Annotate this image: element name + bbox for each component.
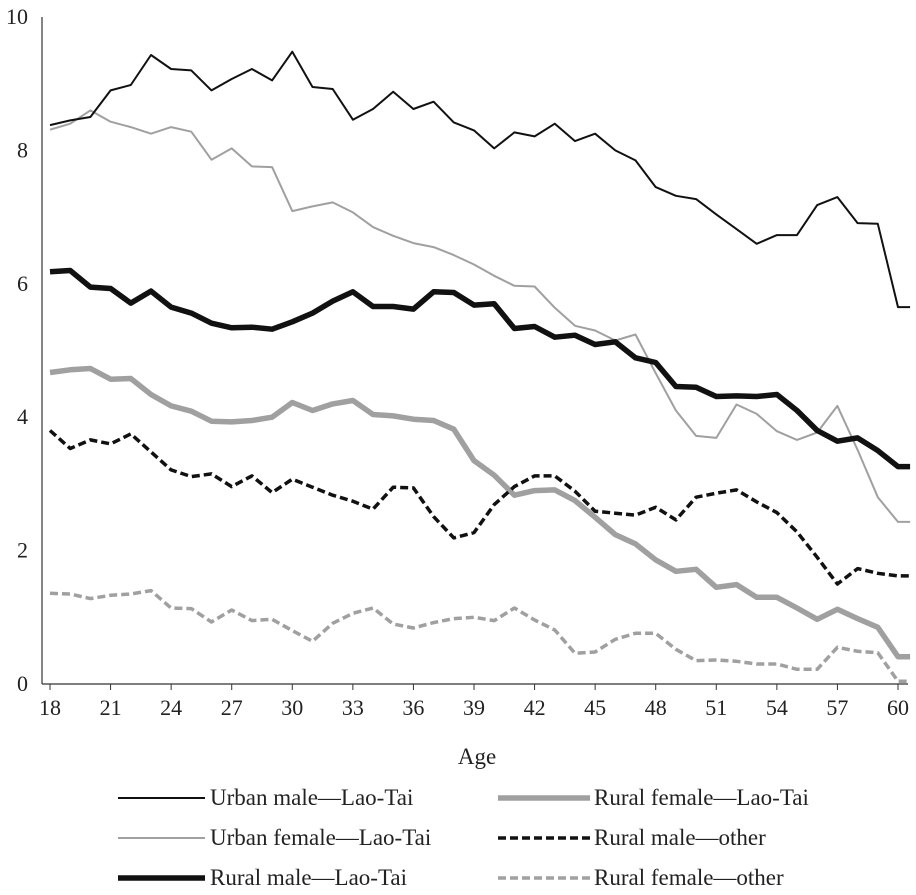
legend-label: Urban male—Lao-Tai: [210, 785, 413, 810]
x-tick-label: 45: [584, 695, 606, 720]
y-tick-label: 4: [17, 404, 28, 429]
x-tick-label: 18: [39, 695, 61, 720]
x-tick-label: 27: [221, 695, 243, 720]
series-line: [48, 429, 911, 586]
series-lines: [48, 50, 911, 684]
legend-label: Urban female—Lao-Tai: [210, 825, 431, 850]
series-line: [49, 588, 911, 684]
x-tick-label: 60: [887, 695, 909, 720]
y-axis-ticks: 0 2 4 6 8 10: [6, 4, 28, 696]
series-line: [49, 50, 911, 309]
x-tick-label: 51: [705, 695, 727, 720]
legend-label: Rural male—other: [594, 825, 766, 850]
y-tick-label: 10: [6, 4, 28, 29]
y-tick-label: 2: [17, 538, 28, 563]
legend-label: Rural male—Lao-Tai: [210, 865, 407, 890]
series-line: [49, 109, 911, 523]
series-line: [49, 267, 911, 470]
x-tick-label: 48: [645, 695, 667, 720]
x-tick-label: 39: [463, 695, 485, 720]
x-tick-label: 24: [160, 695, 182, 720]
legend: Urban male—Lao-Tai Urban female—Lao-Tai Ru…: [118, 785, 809, 890]
x-axis-ticks: 18 21 24 27 30 33 36 39 42 45 48 51 54 57 60: [39, 684, 909, 720]
x-tick-label: 36: [402, 695, 424, 720]
x-tick-label: 57: [826, 695, 848, 720]
x-tick-label: 30: [281, 695, 303, 720]
y-tick-label: 6: [17, 271, 28, 296]
y-tick-label: 0: [17, 671, 28, 696]
legend-label: Rural female—other: [594, 865, 784, 890]
x-tick-label: 54: [766, 695, 788, 720]
x-tick-label: 21: [100, 695, 122, 720]
x-tick-label: 33: [342, 695, 364, 720]
x-tick-label: 42: [524, 695, 546, 720]
y-tick-label: 8: [17, 137, 28, 162]
legend-label: Rural female—Lao-Tai: [594, 785, 809, 810]
x-axis-label: Age: [458, 744, 496, 769]
series-line: [49, 365, 911, 660]
